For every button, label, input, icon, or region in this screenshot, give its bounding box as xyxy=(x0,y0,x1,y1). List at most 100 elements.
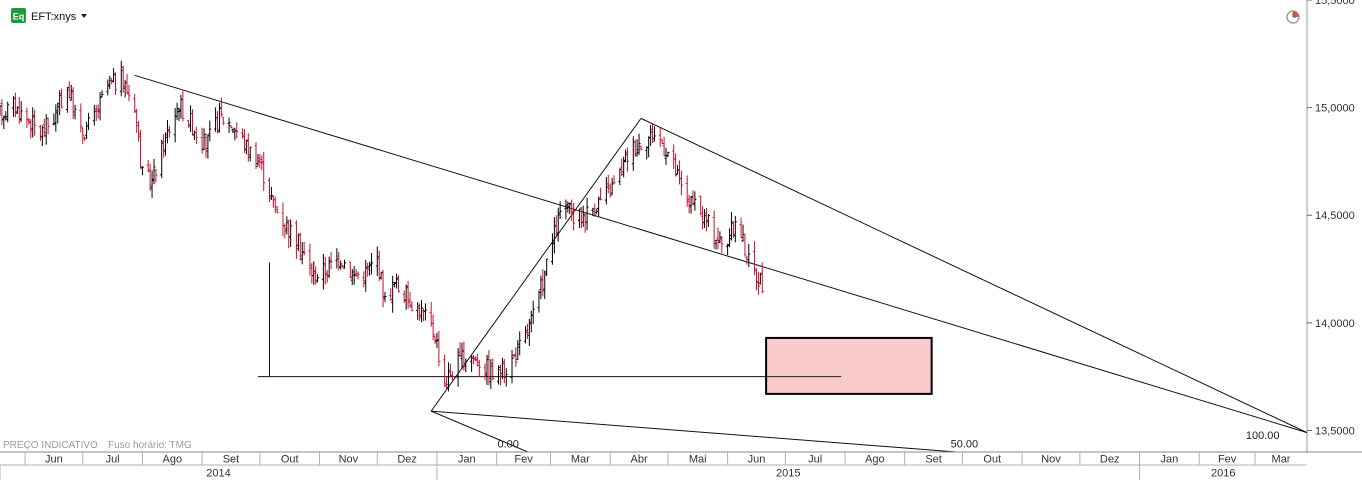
ohlc-bar xyxy=(321,253,325,290)
ohlc-bar xyxy=(348,261,352,279)
ohlc-bar xyxy=(612,175,616,184)
ohlc-bar xyxy=(527,318,531,347)
ohlc-bar xyxy=(639,145,643,151)
ohlc-bar xyxy=(556,207,560,242)
ohlc-bar xyxy=(0,105,2,116)
ohlc-bar xyxy=(504,368,508,387)
ohlc-bar xyxy=(395,273,399,289)
ohlc-bar xyxy=(500,357,504,379)
ohlc-bar xyxy=(745,255,749,265)
fib-level-label: 0.00 xyxy=(497,439,518,451)
ohlc-bar xyxy=(362,271,366,288)
ohlc-bar xyxy=(637,133,641,155)
ohlc-bar xyxy=(604,177,608,205)
ohlc-bar xyxy=(712,210,716,249)
price-bars xyxy=(0,60,764,392)
ohlc-bar xyxy=(460,342,464,370)
ohlc-bar xyxy=(312,261,316,285)
ohlc-bar xyxy=(137,121,141,142)
ohlc-bar xyxy=(113,72,117,95)
ohlc-bar xyxy=(15,106,19,114)
ohlc-bar xyxy=(545,258,549,276)
symbol-header[interactable]: Eq EFT:xnys xyxy=(11,8,87,23)
ohlc-bar xyxy=(135,108,139,133)
ohlc-bar xyxy=(421,308,425,322)
ohlc-bar xyxy=(458,342,462,358)
ohlc-bar xyxy=(27,117,31,125)
ohlc-bar xyxy=(133,94,137,113)
ohlc-bar xyxy=(73,104,77,120)
chevron-down-icon[interactable] xyxy=(81,14,87,18)
ohlc-bar xyxy=(81,127,85,144)
ohlc-bar xyxy=(108,75,112,89)
ohlc-bar xyxy=(6,101,10,123)
ohlc-bar xyxy=(487,350,491,386)
ohlc-bar xyxy=(275,206,279,214)
ohlc-bar xyxy=(283,223,287,239)
ohlc-bar xyxy=(685,175,689,207)
ohlc-bar xyxy=(150,170,154,198)
month-label: Jul xyxy=(106,454,120,466)
ohlc-bar xyxy=(337,251,341,271)
clock-icon[interactable] xyxy=(1286,10,1300,24)
ohlc-bar xyxy=(219,97,223,117)
ohlc-bar xyxy=(67,81,71,99)
ohlc-bar xyxy=(56,102,60,124)
y-tick-label: 15,0000 xyxy=(1315,103,1355,115)
ohlc-bar xyxy=(375,246,379,276)
ohlc-bar xyxy=(516,340,520,360)
symbol-label[interactable]: EFT:xnys xyxy=(31,11,77,23)
ohlc-bar xyxy=(739,217,743,239)
ohlc-bar xyxy=(676,165,680,175)
ohlc-bar xyxy=(391,275,395,313)
target-zone[interactable] xyxy=(765,336,933,395)
ohlc-bar xyxy=(29,119,33,139)
ohlc-bar xyxy=(273,196,277,214)
ohlc-bar xyxy=(79,103,83,133)
ohlc-bar xyxy=(716,227,720,250)
ohlc-bar xyxy=(666,151,670,158)
ohlc-bar xyxy=(437,330,441,367)
ohlc-bar xyxy=(420,299,424,323)
ohlc-bar xyxy=(753,241,757,276)
trend-line[interactable] xyxy=(134,74,1308,434)
ohlc-bar xyxy=(167,125,171,138)
ohlc-bar xyxy=(110,78,114,85)
month-label: Ago xyxy=(865,454,885,466)
ohlc-bar xyxy=(308,243,312,276)
ohlc-bar xyxy=(729,212,733,241)
ohlc-bar xyxy=(396,275,400,293)
month-label: Jan xyxy=(1160,454,1178,466)
ohlc-bar xyxy=(552,217,556,254)
ohlc-bar xyxy=(127,85,131,102)
month-label: Dez xyxy=(1100,454,1120,466)
ohlc-bar xyxy=(194,126,198,145)
y-tick-label: 15,5000 xyxy=(1315,0,1355,7)
ohlc-bar xyxy=(83,136,87,142)
ohlc-bar xyxy=(298,232,302,261)
ohlc-bar xyxy=(294,220,298,259)
equity-icon xyxy=(11,8,26,23)
ohlc-bar xyxy=(379,272,383,280)
ohlc-bar xyxy=(652,126,656,142)
ohlc-bar xyxy=(483,363,487,381)
ohlc-bar xyxy=(269,186,273,201)
ohlc-bar xyxy=(13,92,17,118)
month-label: Jun xyxy=(748,454,766,466)
ohlc-bar xyxy=(543,270,547,299)
trend-line[interactable] xyxy=(431,410,984,455)
trend-line[interactable] xyxy=(640,117,1308,434)
ohlc-bar xyxy=(754,268,758,291)
ohlc-bar xyxy=(179,94,183,119)
ohlc-bar xyxy=(217,102,221,133)
ohlc-bar xyxy=(693,191,697,211)
month-label: Set xyxy=(223,454,240,466)
ohlc-bar xyxy=(302,241,306,256)
trend-line[interactable] xyxy=(430,410,534,455)
price-axis-panel xyxy=(1307,0,1362,480)
ohlc-bar xyxy=(316,274,320,283)
ohlc-bar xyxy=(595,208,599,214)
fib-level-label: 50.00 xyxy=(951,439,979,451)
